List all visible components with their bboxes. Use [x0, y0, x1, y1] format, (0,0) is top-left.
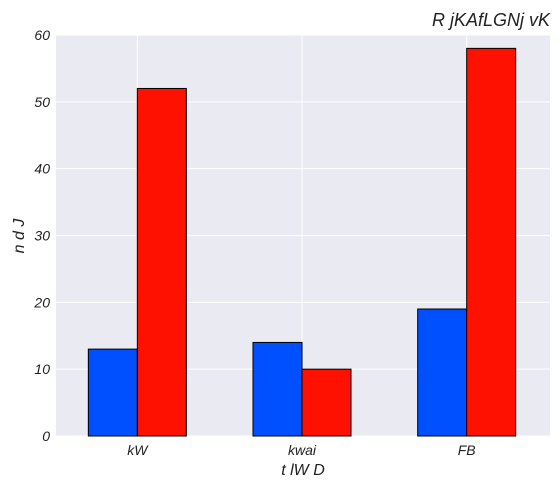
y-tick-label: 20 — [33, 294, 50, 310]
y-tick-label: 30 — [34, 228, 50, 244]
y-axis-label: n d J — [11, 218, 28, 254]
y-tick-label: 10 — [34, 361, 50, 377]
bar-series-2-kW — [136, 87, 187, 437]
x-axis-label: t lW D — [281, 462, 325, 479]
y-tick-label: 0 — [42, 428, 50, 444]
x-tick-label: FB — [458, 442, 476, 458]
x-tick-label: kW — [127, 442, 149, 458]
bar-series-1-FB — [417, 308, 468, 437]
bar-series-1-kW — [87, 348, 138, 437]
y-tick-label: 60 — [34, 27, 50, 43]
bar-series-2-FB — [466, 47, 517, 437]
chart-title: R jKAfLGNj vK — [432, 10, 551, 30]
bar-series-1-kwai — [252, 341, 303, 437]
x-tick-label: kwai — [288, 442, 317, 458]
bars — [87, 47, 517, 437]
y-tick-label: 50 — [34, 94, 50, 110]
y-tick-label: 40 — [34, 161, 50, 177]
bar-series-2-kwai — [301, 368, 352, 437]
y-tick-labels: 0 10 20 30 40 50 60 — [33, 27, 50, 444]
x-tick-labels: kW kwai FB — [127, 442, 475, 458]
